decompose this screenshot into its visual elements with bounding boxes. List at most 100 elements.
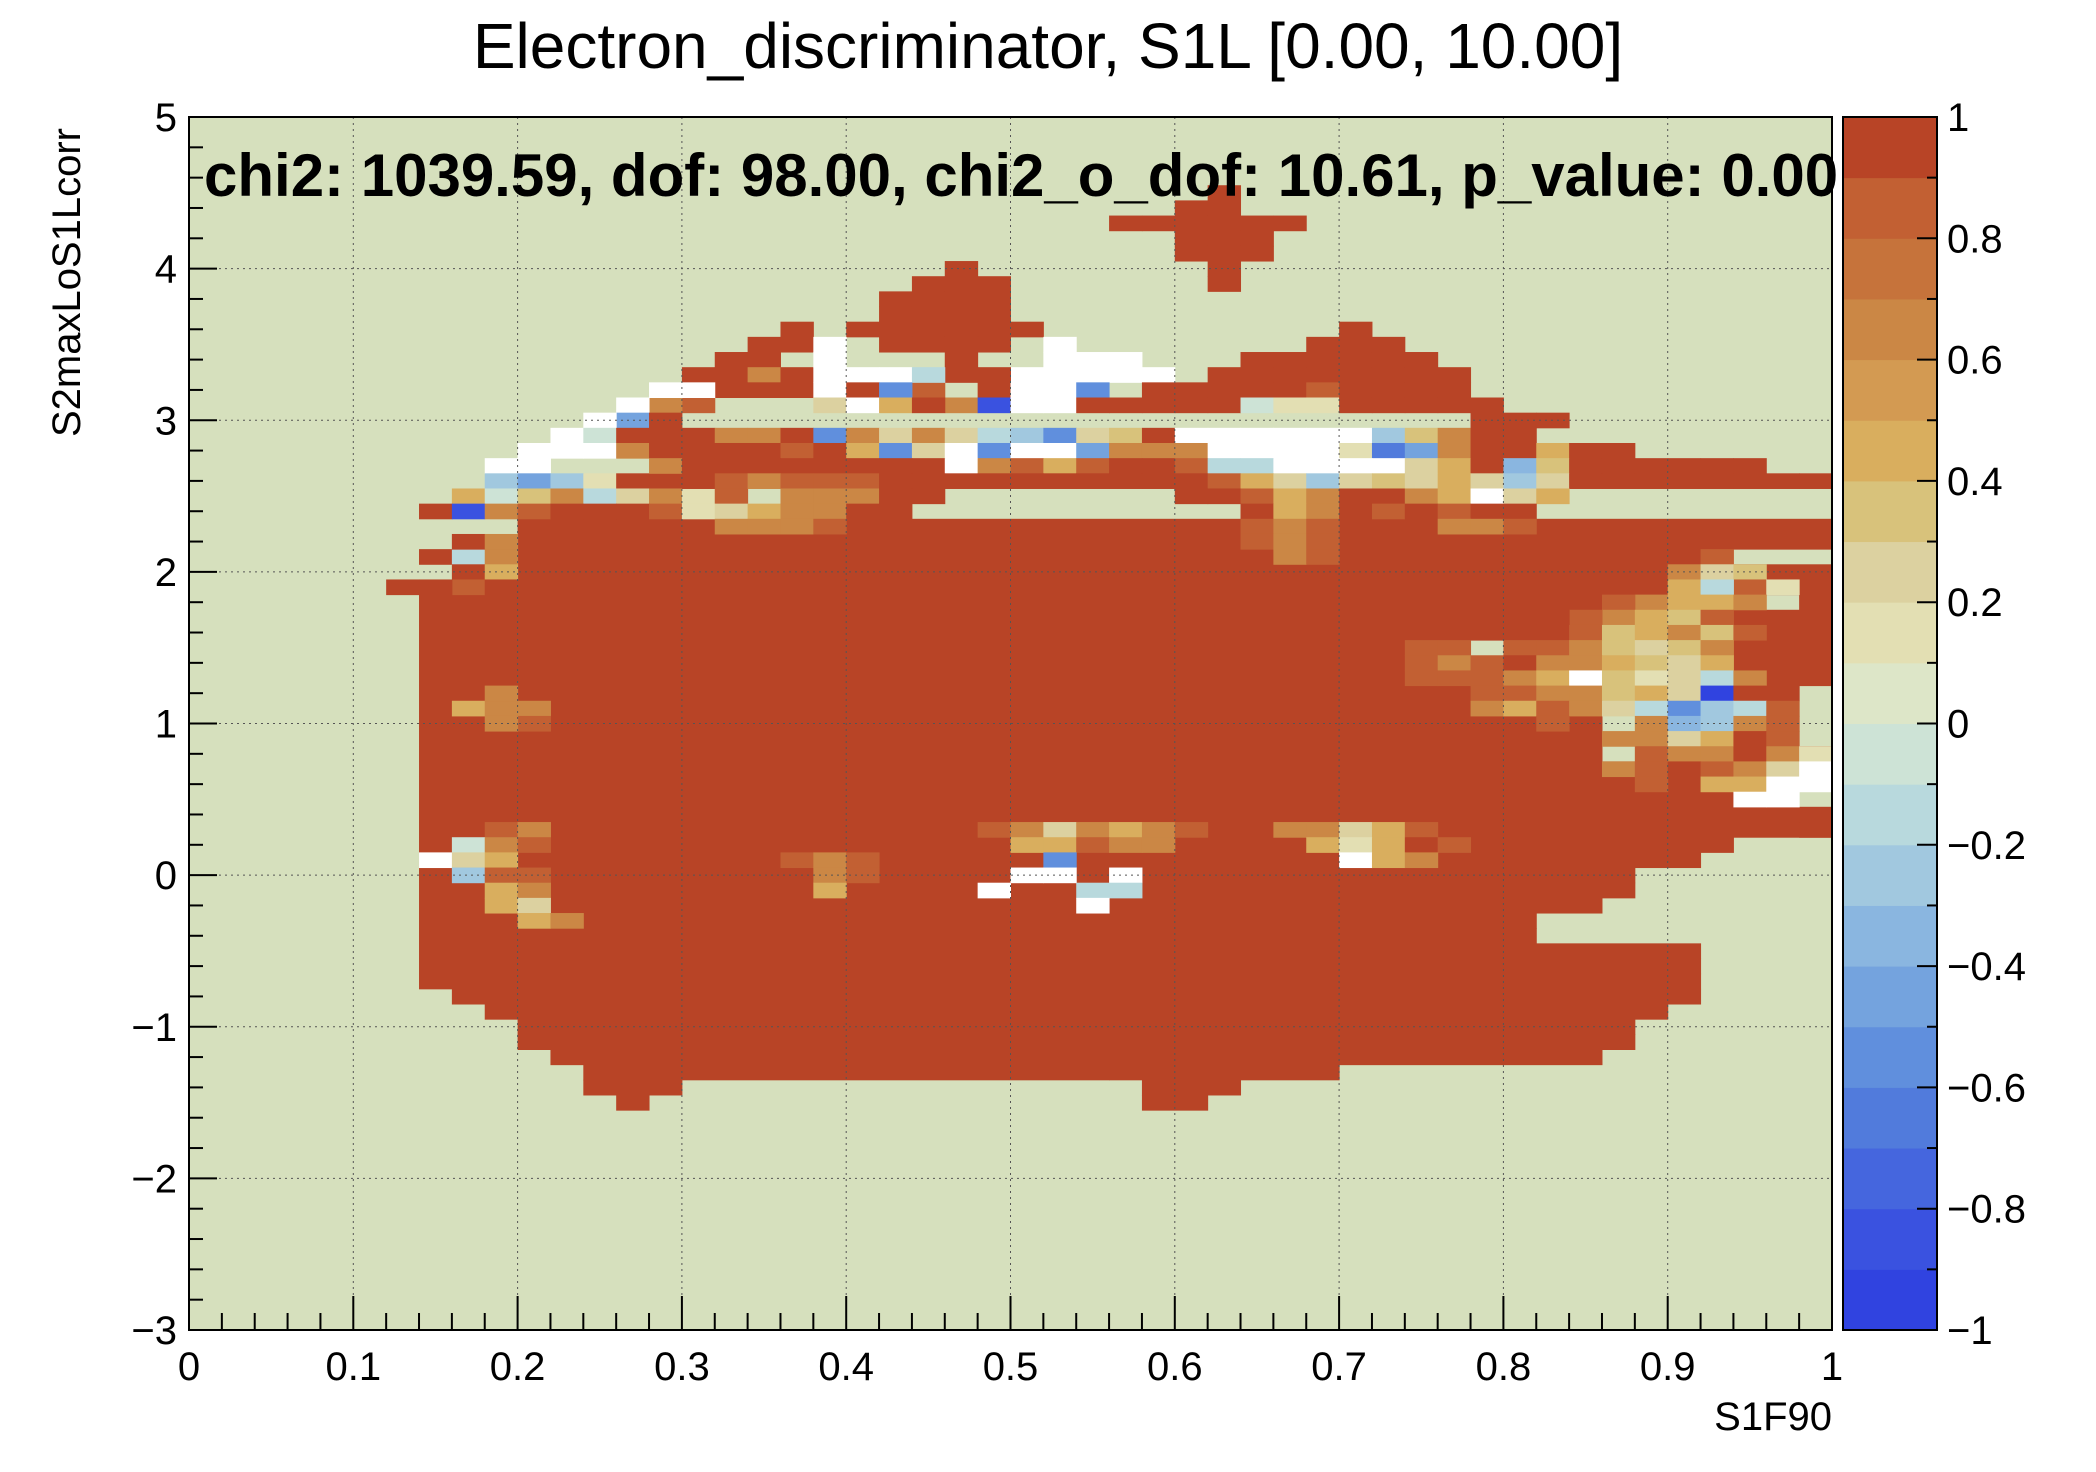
heatmap-core-row <box>1733 640 1833 656</box>
colorbar-swatch <box>1843 177 1937 239</box>
heatmap-cell <box>1404 837 1439 853</box>
x-tick-label: 0.8 <box>1476 1345 1532 1389</box>
heatmap-cell <box>1766 776 1800 793</box>
heatmap-cell <box>1536 473 1570 489</box>
heatmap-cell <box>1667 731 1702 747</box>
heatmap-cell <box>879 367 913 383</box>
heatmap-cell <box>517 897 551 914</box>
heatmap-cell <box>550 913 584 929</box>
heatmap-cell <box>1174 397 1209 414</box>
heatmap-cell <box>1700 640 1734 656</box>
heatmap-cell <box>1766 715 1800 732</box>
heatmap-cell <box>944 352 979 368</box>
heatmap-cell <box>517 700 551 717</box>
heatmap-cell <box>911 473 946 489</box>
heatmap-cell <box>1207 458 1242 474</box>
heatmap-cell <box>1634 640 1669 656</box>
heatmap-cell <box>1371 503 1406 520</box>
heatmap-cell <box>1470 488 1504 505</box>
heatmap-cell <box>484 458 519 474</box>
y-tick-label: 1 <box>155 703 177 747</box>
heatmap-cell <box>1700 549 1734 565</box>
heatmap-cell <box>583 473 617 489</box>
heatmap-cell <box>1601 640 1636 656</box>
heatmap-cell <box>550 488 584 505</box>
heatmap-cell <box>1174 427 1209 444</box>
heatmap-cell <box>1437 458 1472 474</box>
heatmap-cell <box>1470 685 1504 702</box>
heatmap-cell <box>1109 458 1143 474</box>
heatmap-cell <box>1404 352 1439 368</box>
heatmap-cell <box>911 291 946 308</box>
heatmap-cell <box>419 579 453 596</box>
heatmap-cell <box>1470 412 1504 429</box>
heatmap-cell <box>1339 822 1373 838</box>
heatmap-cell <box>649 458 683 474</box>
heatmap-cell <box>944 261 979 277</box>
heatmap-cell <box>780 852 814 869</box>
heatmap-core-row <box>1766 670 1833 687</box>
heatmap-cell <box>517 822 551 838</box>
heatmap-cell <box>1306 518 1340 535</box>
heatmap-cell <box>1371 367 1406 383</box>
heatmap-core-row <box>1667 791 1734 808</box>
heatmap-cell <box>879 336 913 353</box>
heatmap-cell <box>1700 579 1734 596</box>
heatmap-cell <box>1733 670 1767 687</box>
heatmap-core-row <box>419 791 1734 808</box>
heatmap-cell <box>1601 609 1636 626</box>
heatmap-cell <box>1437 503 1472 520</box>
heatmap-cell <box>1141 427 1176 444</box>
heatmap-cell <box>1404 640 1439 656</box>
heatmap-core-row <box>1766 685 1800 702</box>
heatmap-core-row <box>419 594 1603 611</box>
heatmap-cell <box>846 473 880 489</box>
heatmap-cell <box>517 837 551 853</box>
heatmap-cell <box>813 382 847 399</box>
heatmap-cell <box>747 382 781 399</box>
heatmap-cell <box>977 382 1011 399</box>
heatmap-cell <box>846 427 880 444</box>
heatmap-cell <box>1273 458 1307 474</box>
heatmap-cell <box>1733 594 1767 611</box>
heatmap-cell <box>1010 367 1044 383</box>
heatmap-core-row <box>517 579 1734 596</box>
heatmap-cell <box>1733 731 1767 747</box>
heatmap-cell <box>1437 427 1472 444</box>
heatmap-cell <box>1634 655 1669 671</box>
heatmap-cell <box>911 442 946 459</box>
heatmap-cell <box>977 306 1011 323</box>
heatmap-cell <box>813 882 847 899</box>
heatmap-core-row <box>1733 609 1833 626</box>
heatmap-core-row <box>1141 1079 1242 1096</box>
heatmap-cell <box>1503 488 1537 505</box>
colorbar-tick-label: 0.4 <box>1947 460 2003 504</box>
heatmap-cell <box>1010 867 1044 884</box>
heatmap-cell <box>879 458 913 474</box>
heatmap-cell <box>780 488 814 505</box>
heatmap-cell <box>1437 473 1472 489</box>
heatmap-cell <box>1174 458 1209 474</box>
heatmap-cell <box>1240 442 1274 459</box>
heatmap-cell <box>386 579 420 596</box>
colorbar-swatch <box>1843 1208 1937 1270</box>
heatmap-cell <box>484 473 519 489</box>
heatmap-cell <box>1601 442 1636 459</box>
heatmap-cell <box>550 427 584 444</box>
heatmap-cell <box>1371 458 1406 474</box>
heatmap-cell <box>1306 458 1340 474</box>
heatmap-cell <box>1536 442 1570 459</box>
heatmap-core-row <box>419 973 1702 990</box>
heatmap-cell <box>583 442 617 459</box>
y-tick-label: −2 <box>131 1157 177 1201</box>
heatmap-cell <box>1043 852 1077 869</box>
heatmap-cell <box>1043 822 1077 838</box>
heatmap-cell <box>451 579 486 596</box>
heatmap-cell <box>879 488 913 505</box>
heatmap-cell <box>1076 442 1110 459</box>
heatmap-cell <box>846 397 880 414</box>
heatmap-cell <box>1010 382 1044 399</box>
heatmap-core-row <box>419 700 1472 717</box>
heatmap-cell <box>1667 473 1702 489</box>
heatmap-cell <box>1240 367 1274 383</box>
